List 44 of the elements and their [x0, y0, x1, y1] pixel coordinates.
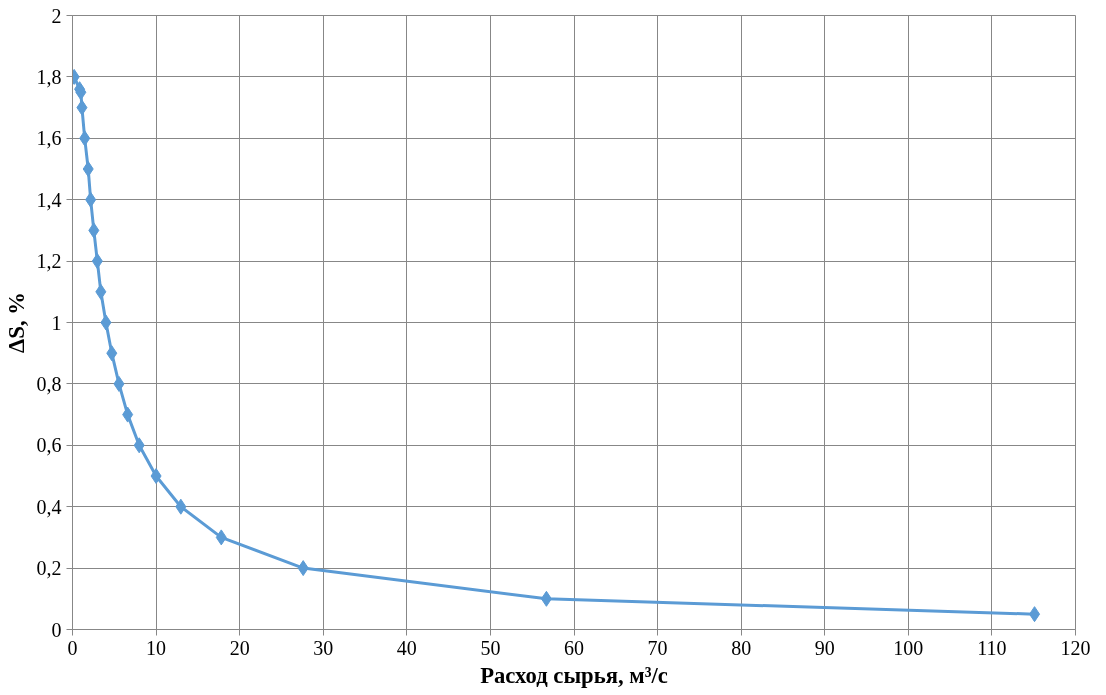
y-tick-label: 0,4: [36, 495, 62, 518]
y-tick-label: 0,8: [36, 372, 62, 395]
y-tick-label: 0,6: [36, 434, 62, 457]
point: [1029, 606, 1041, 623]
y-tick-label: 1,4: [36, 188, 62, 211]
x-tick-label: 110: [977, 636, 1007, 659]
x-axis-title: Расход сырья, м³/с: [480, 662, 668, 688]
point: [150, 468, 162, 484]
x-tick-label: 60: [564, 636, 584, 659]
point: [106, 345, 118, 362]
y-tick-label: 2: [51, 4, 62, 27]
x-tick-label: 120: [1060, 636, 1091, 659]
point: [85, 191, 97, 208]
point: [79, 130, 91, 147]
point: [91, 253, 103, 270]
x-tick-label: 90: [814, 636, 835, 659]
point: [215, 529, 227, 546]
y-tick-label: 0,2: [36, 557, 62, 580]
point: [100, 314, 112, 331]
point: [88, 222, 100, 239]
y-axis-title: ΔS, %: [3, 292, 29, 353]
point: [95, 283, 107, 300]
point: [175, 498, 187, 515]
y-tick-label: 1,2: [36, 250, 62, 273]
x-tick-label: 70: [647, 636, 668, 659]
x-tick-label: 0: [67, 636, 78, 659]
x-tick-label: 100: [893, 636, 924, 659]
point: [82, 161, 94, 177]
x-tick-label: 30: [313, 636, 334, 659]
x-tick-label: 40: [396, 636, 417, 659]
y-tick-label: 1,6: [36, 127, 62, 150]
x-tick-label: 20: [229, 636, 250, 659]
x-tick-label: 10: [146, 636, 167, 659]
point: [540, 590, 552, 607]
x-tick-label: 80: [731, 636, 752, 659]
y-tick-label: 1,8: [36, 65, 62, 88]
y-tick-label: 0: [51, 618, 62, 641]
point: [122, 406, 134, 423]
y-tick-label: 1: [51, 311, 62, 334]
x-tick-label: 50: [480, 636, 501, 659]
point: [297, 560, 309, 577]
point: [76, 99, 88, 116]
point: [113, 375, 125, 392]
point: [133, 437, 145, 454]
